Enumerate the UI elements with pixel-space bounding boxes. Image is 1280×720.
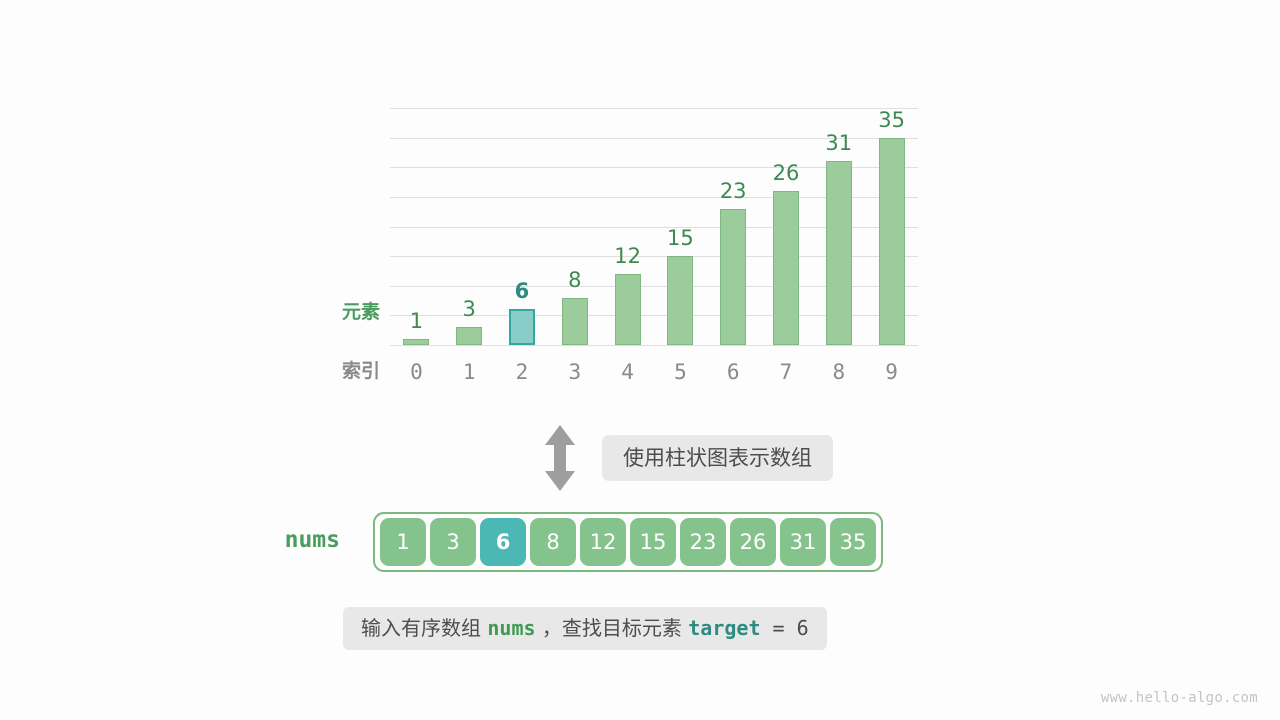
caption-text-part1: 输入有序数组	[361, 616, 488, 640]
index-axis-row: 0 1 2 3 4 5 6 7 8 9	[390, 360, 918, 389]
bar	[825, 161, 852, 345]
bar	[878, 137, 905, 345]
bottom-caption: 输入有序数组 nums ，查找目标元素 target = 6	[343, 607, 827, 650]
bar-value-label: 8	[568, 267, 582, 292]
double-arrow-vertical-icon	[543, 425, 577, 491]
index-axis-label: 0	[410, 360, 423, 384]
bar-slot: 15	[654, 108, 707, 345]
gridline	[390, 137, 918, 139]
bar-slot: 26	[760, 108, 813, 345]
bar-slot: 23	[707, 108, 760, 345]
bar-value-label: 1	[409, 309, 424, 334]
array-cell[interactable]: 31	[780, 518, 826, 566]
array-cell-highlighted[interactable]: 6	[480, 518, 526, 566]
array-cell[interactable]: 8	[530, 518, 576, 566]
bar	[403, 339, 430, 345]
element-row-label: 元素	[341, 301, 380, 323]
bar	[561, 297, 588, 345]
array-cell[interactable]: 35	[830, 518, 876, 566]
bar	[720, 208, 747, 345]
transform-row: 使用柱状图表示数组	[0, 425, 1280, 491]
index-axis-label: 9	[885, 360, 898, 384]
array-cell[interactable]: 23	[680, 518, 726, 566]
gridline	[390, 285, 918, 287]
gridline	[390, 256, 918, 258]
index-axis-label: 1	[462, 360, 476, 384]
gridline	[390, 315, 918, 317]
bar-value-label: 31	[825, 131, 853, 156]
chart-plot-area: 1 3 6 8 12 15 23 26 31 35	[390, 108, 918, 346]
caption-equals: =	[760, 616, 797, 640]
index-axis-label: 5	[674, 360, 687, 384]
index-axis-label: 4	[621, 360, 634, 384]
bar-value-label: 6	[514, 279, 530, 304]
bar-value-label: 35	[878, 107, 905, 132]
caption-target-value: 6	[796, 616, 809, 640]
bar	[772, 190, 799, 345]
bar	[667, 256, 694, 345]
caption-code-target: target	[688, 616, 761, 640]
array-cell[interactable]: 1	[380, 518, 426, 566]
bar-slot: 3	[443, 108, 496, 345]
bar-slot: 6	[496, 108, 549, 345]
array-name-label: nums	[284, 527, 340, 553]
gridline	[390, 108, 918, 109]
index-axis-label: 6	[726, 360, 740, 384]
transform-caption: 使用柱状图表示数组	[602, 435, 833, 481]
bar	[614, 273, 641, 345]
watermark: www.hello-algo.com	[1100, 690, 1258, 706]
caption-code-nums: nums	[487, 616, 536, 640]
array-cell[interactable]: 26	[730, 518, 776, 566]
array-cell[interactable]: 3	[430, 518, 476, 566]
bar-slot: 35	[865, 108, 918, 345]
bar-highlighted	[508, 309, 535, 345]
array-cell[interactable]: 12	[580, 518, 626, 566]
bar-slot: 8	[548, 108, 601, 345]
index-axis-label: 3	[568, 360, 582, 384]
gridline	[390, 196, 918, 198]
bar-value-label: 12	[614, 243, 641, 268]
bar-value-label: 23	[719, 178, 747, 203]
index-axis-label: 8	[832, 360, 846, 384]
index-axis-label: 7	[779, 360, 793, 384]
axis-baseline	[390, 345, 918, 346]
gridline	[390, 167, 918, 169]
index-row-label: 索引	[341, 360, 380, 382]
gridline	[390, 226, 918, 228]
bar-value-label: 15	[667, 226, 694, 251]
caption-text-part2: ，查找目标元素	[535, 616, 689, 640]
array-cell[interactable]: 15	[630, 518, 676, 566]
bar-value-label: 26	[772, 160, 800, 185]
bar-slot: 31	[812, 108, 865, 345]
index-axis-label: 2	[515, 360, 529, 384]
array-container: 1 3 6 8 12 15 23 26 31 35	[373, 512, 883, 572]
bar	[456, 327, 483, 345]
bar-value-label: 3	[462, 297, 476, 322]
bar-slot: 1	[390, 108, 443, 345]
bar-slot: 12	[601, 108, 654, 345]
